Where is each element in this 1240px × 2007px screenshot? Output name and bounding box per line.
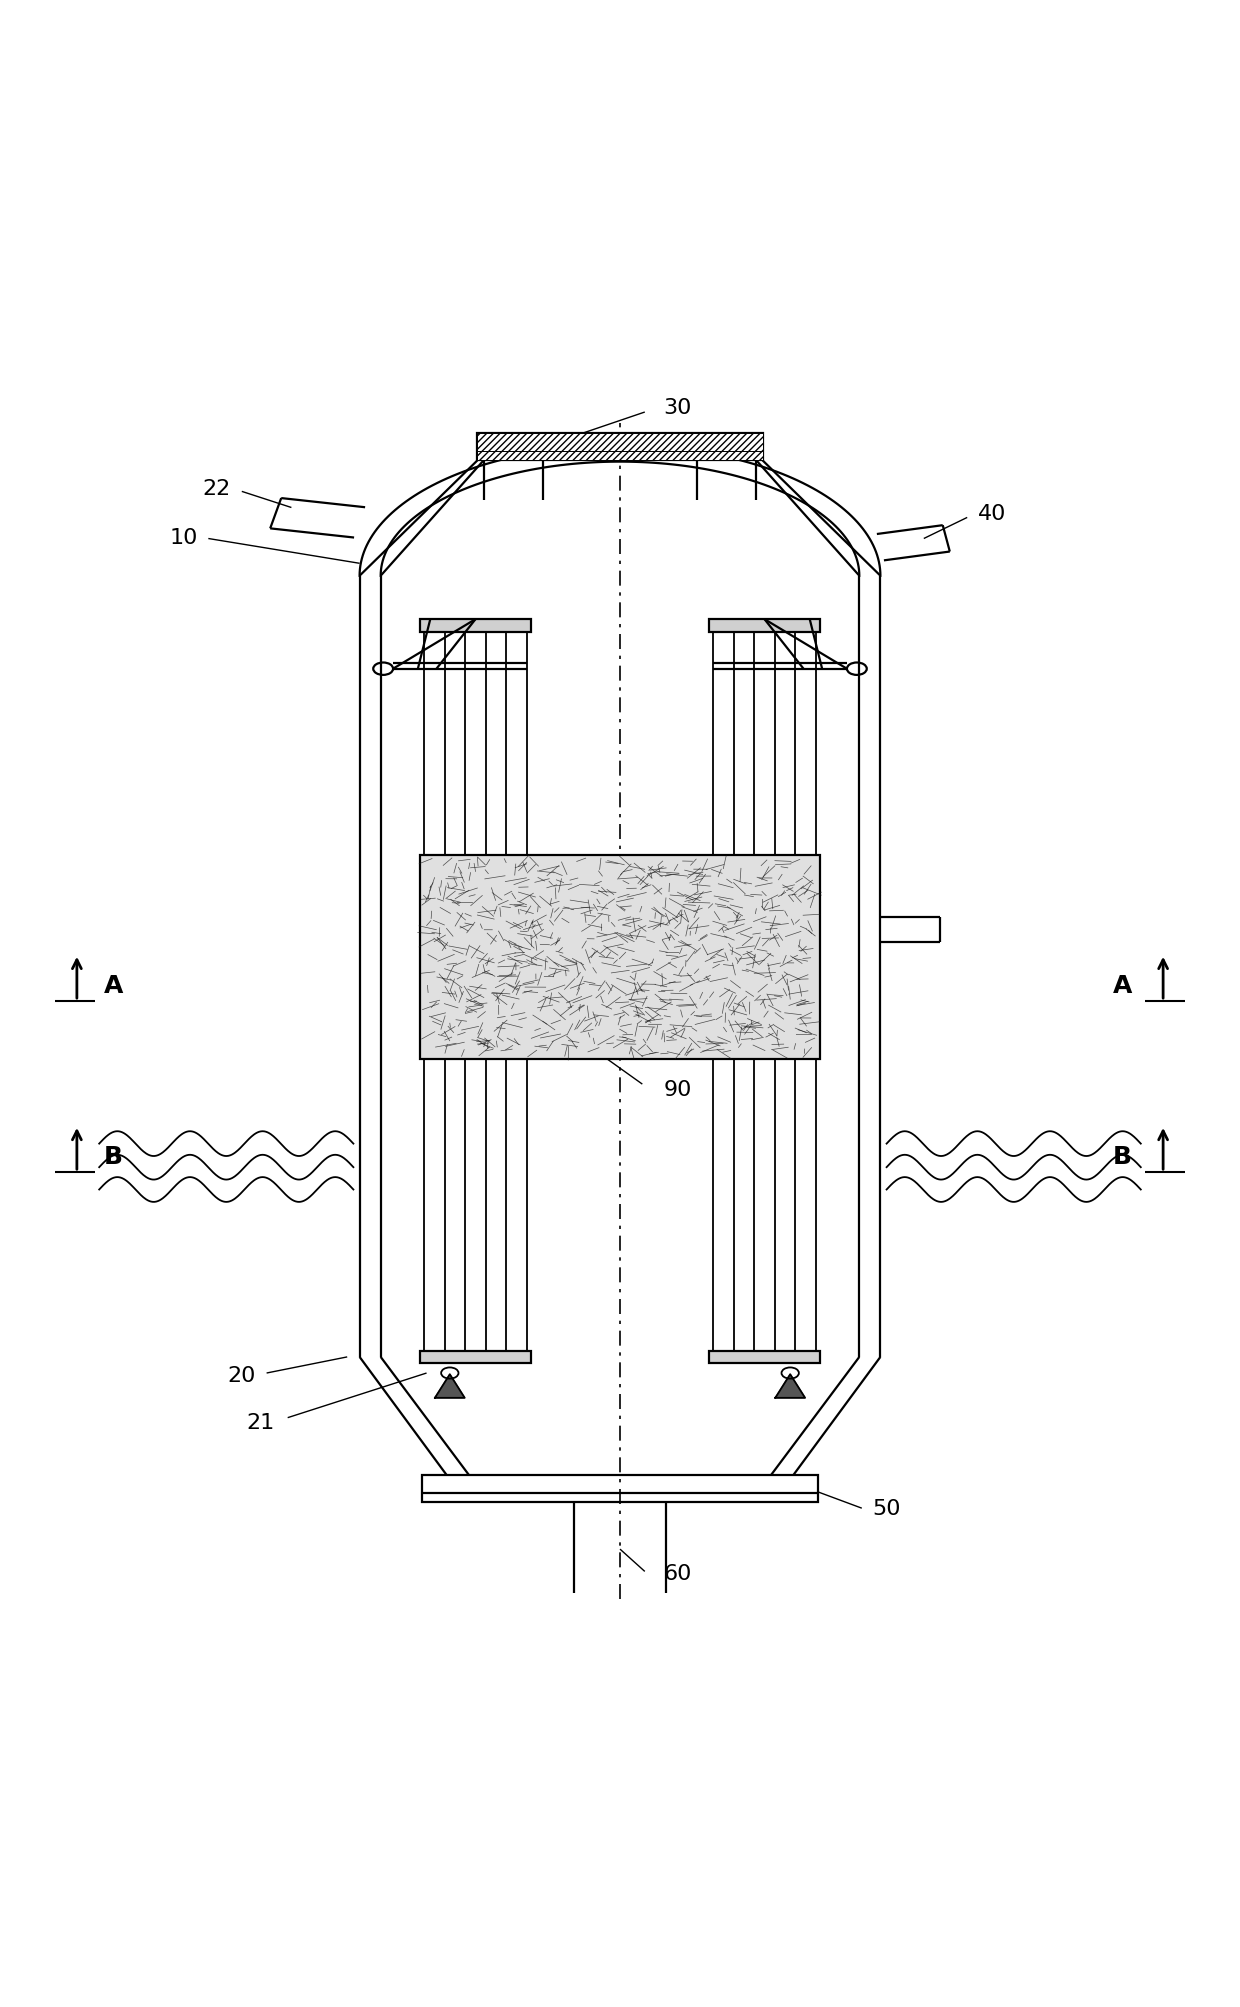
Text: B: B bbox=[104, 1146, 123, 1170]
Bar bbox=[420, 1351, 531, 1363]
Bar bbox=[477, 452, 763, 460]
Text: 40: 40 bbox=[978, 504, 1006, 524]
Text: 60: 60 bbox=[663, 1563, 692, 1584]
Text: A: A bbox=[104, 973, 124, 997]
Text: 22: 22 bbox=[203, 480, 231, 500]
Polygon shape bbox=[775, 1375, 805, 1397]
Bar bbox=[709, 1351, 820, 1363]
Text: 90: 90 bbox=[663, 1080, 692, 1100]
Text: B: B bbox=[1114, 1146, 1132, 1170]
Bar bbox=[420, 618, 531, 632]
Polygon shape bbox=[435, 1375, 465, 1397]
Bar bbox=[422, 1475, 818, 1501]
Bar bbox=[477, 434, 763, 460]
Text: 20: 20 bbox=[228, 1365, 255, 1385]
Bar bbox=[477, 434, 763, 452]
Bar bbox=[420, 855, 820, 1060]
Text: 50: 50 bbox=[873, 1499, 900, 1519]
Text: A: A bbox=[1112, 973, 1132, 997]
Bar bbox=[709, 618, 820, 632]
Text: 10: 10 bbox=[170, 528, 197, 548]
Text: 30: 30 bbox=[663, 397, 692, 417]
Text: 21: 21 bbox=[247, 1413, 274, 1433]
